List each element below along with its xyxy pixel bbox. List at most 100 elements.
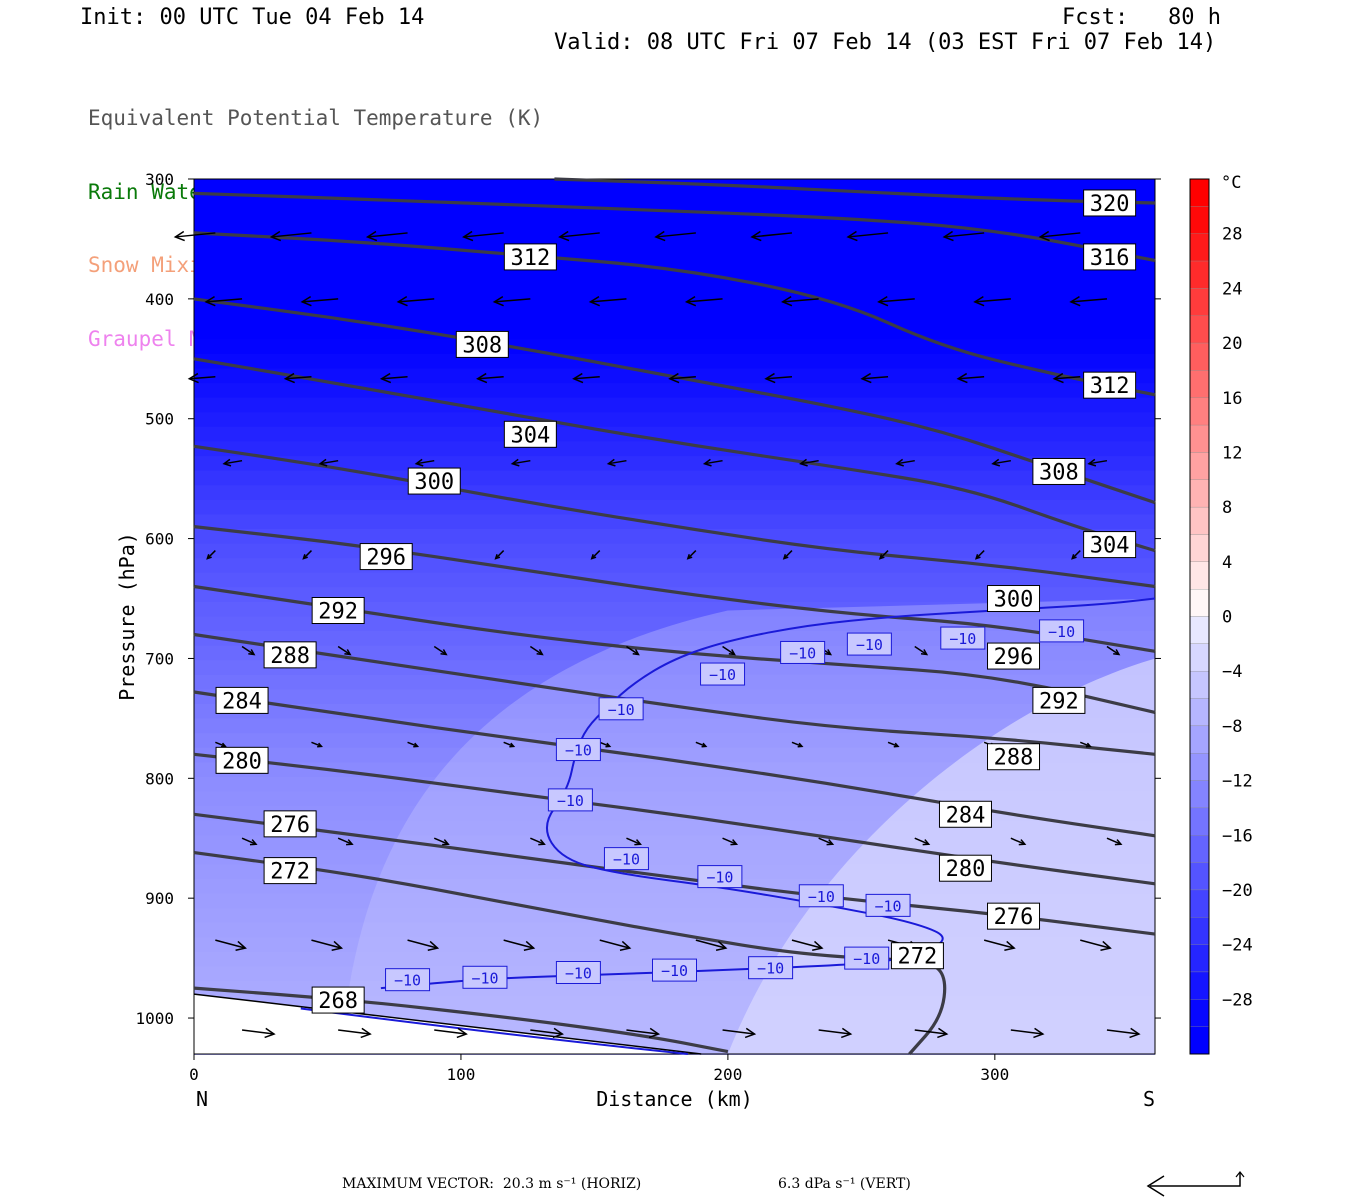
wind-vector-head bbox=[222, 458, 232, 467]
minus10-label: −10 bbox=[555, 738, 601, 762]
theta-e-272 bbox=[193, 851, 947, 1056]
wind-vector-head bbox=[956, 372, 968, 384]
y-tick-label: 500 bbox=[145, 410, 174, 429]
wind-vector-head bbox=[509, 742, 516, 748]
wind-vector-shaft bbox=[722, 1029, 755, 1035]
y-tick-label: 300 bbox=[145, 170, 174, 189]
y-tick-label: 900 bbox=[145, 889, 174, 908]
wind-vector-head bbox=[619, 940, 632, 951]
wind-vector-shaft bbox=[958, 376, 985, 380]
wind-vector-shaft bbox=[433, 837, 449, 845]
theta-e-label-box bbox=[987, 902, 1041, 930]
wind-vector-shaft bbox=[914, 1029, 947, 1035]
wind-vector-head bbox=[572, 372, 584, 384]
wind-vector-shaft bbox=[494, 298, 531, 303]
wind-vector-head bbox=[730, 839, 739, 846]
wind-vector-shaft bbox=[1080, 939, 1111, 949]
wind-vector bbox=[558, 230, 600, 242]
wind-vector-head bbox=[494, 554, 501, 560]
wind-vector-head bbox=[1018, 839, 1027, 846]
wind-vector-shaft bbox=[433, 645, 447, 656]
theta-e-label: 280 bbox=[938, 854, 992, 882]
wind-vector-head bbox=[1113, 649, 1121, 656]
wind-vector bbox=[433, 837, 450, 846]
theta-e-label-text: 312 bbox=[510, 246, 550, 271]
cross-section-chart: −10 −10 −10 −10 −10 −10 −10 −10 −10 −10 −10 −10 −10 −… bbox=[115, 170, 1253, 1111]
theta-e-label: 296 bbox=[359, 543, 413, 571]
wind-vector-head bbox=[365, 230, 378, 242]
minus10-label-box bbox=[798, 884, 844, 908]
shade-band bbox=[194, 718, 1155, 735]
wind-vector-shaft bbox=[783, 550, 793, 560]
wind-vector-head bbox=[715, 940, 728, 951]
wind-vector-head bbox=[269, 230, 282, 242]
wind-vector-head bbox=[173, 230, 185, 242]
wind-vector-head bbox=[1052, 372, 1064, 384]
minus10-label-text: −10 bbox=[471, 969, 498, 987]
wind-vector bbox=[799, 458, 819, 467]
endpoint-left-label: N bbox=[196, 1087, 208, 1111]
theta-e-label-box bbox=[407, 467, 461, 495]
wind-vector bbox=[991, 458, 1011, 467]
colorbar-cell bbox=[1189, 479, 1210, 508]
minus10-label: −10 bbox=[844, 946, 890, 970]
wind-vector bbox=[818, 1027, 853, 1039]
theta-e-label-text: 312 bbox=[1090, 374, 1130, 399]
wind-vector bbox=[414, 458, 435, 467]
colorbar-label: 28 bbox=[1222, 225, 1242, 245]
wind-vector-shaft bbox=[398, 298, 435, 303]
minus10-label-box bbox=[844, 946, 890, 970]
minus10-label: −10 bbox=[385, 968, 431, 992]
shade-band bbox=[194, 426, 1155, 443]
theta-e-label-text: 284 bbox=[222, 689, 262, 714]
wind-vector bbox=[764, 372, 793, 384]
wind-vector-head bbox=[588, 295, 600, 307]
wind-vector-head bbox=[701, 742, 708, 748]
wind-vector bbox=[695, 939, 728, 951]
wind-vector-head bbox=[590, 554, 597, 560]
wind-vector bbox=[702, 458, 723, 467]
wind-vector-shaft bbox=[992, 459, 1011, 465]
wind-vector-head bbox=[344, 649, 352, 656]
theta-e-label-text: 272 bbox=[898, 945, 938, 970]
shade-band bbox=[194, 397, 1155, 414]
wind-vector bbox=[283, 372, 312, 384]
theta-e-label-box bbox=[311, 986, 365, 1014]
wind-vector-head bbox=[684, 295, 697, 307]
wind-vector-head bbox=[536, 649, 544, 656]
minus10-label-text: −10 bbox=[789, 644, 816, 662]
wind-vector bbox=[818, 837, 835, 846]
wind-vector-head bbox=[1114, 839, 1123, 846]
minus10-label-box bbox=[462, 965, 508, 989]
wind-vector bbox=[503, 939, 536, 951]
wind-vector-shaft bbox=[1070, 298, 1108, 303]
wind-vector bbox=[1038, 230, 1081, 242]
footer: MAXIMUM VECTOR: 20.3 m s⁻¹ (HORIZ) 6.3 d… bbox=[0, 1160, 1350, 1200]
wind-vector bbox=[1087, 458, 1108, 467]
theta-e-label-box bbox=[263, 810, 317, 838]
minus10-label: −10 bbox=[940, 626, 986, 650]
shade-band bbox=[194, 601, 1155, 618]
wind-vector bbox=[860, 372, 889, 384]
wind-vector-shaft bbox=[206, 550, 216, 560]
shade-band bbox=[194, 747, 1155, 764]
minus10-label-text: −10 bbox=[557, 792, 584, 810]
wind-vector-shaft bbox=[530, 837, 545, 845]
theta-e-label-box bbox=[215, 686, 269, 714]
shade-band bbox=[194, 193, 1155, 210]
wind-vector-shaft bbox=[861, 376, 889, 380]
colorbar-cell bbox=[1189, 725, 1210, 754]
minus10-label-text: −10 bbox=[565, 742, 592, 760]
wind-vector-shaft bbox=[896, 459, 915, 465]
colorbar-unit: °C bbox=[1221, 173, 1241, 193]
shade-band bbox=[194, 470, 1155, 487]
wind-vector bbox=[1071, 550, 1081, 560]
wind-vector bbox=[695, 741, 708, 748]
wind-vector bbox=[572, 372, 600, 384]
wind-vector bbox=[1079, 741, 1092, 748]
y-tick-label: 1000 bbox=[135, 1009, 174, 1028]
wind-vector-shaft bbox=[944, 232, 985, 238]
wind-vector bbox=[791, 939, 824, 951]
theta-e-288 bbox=[193, 632, 1156, 756]
theta-e-label: 272 bbox=[263, 857, 317, 885]
